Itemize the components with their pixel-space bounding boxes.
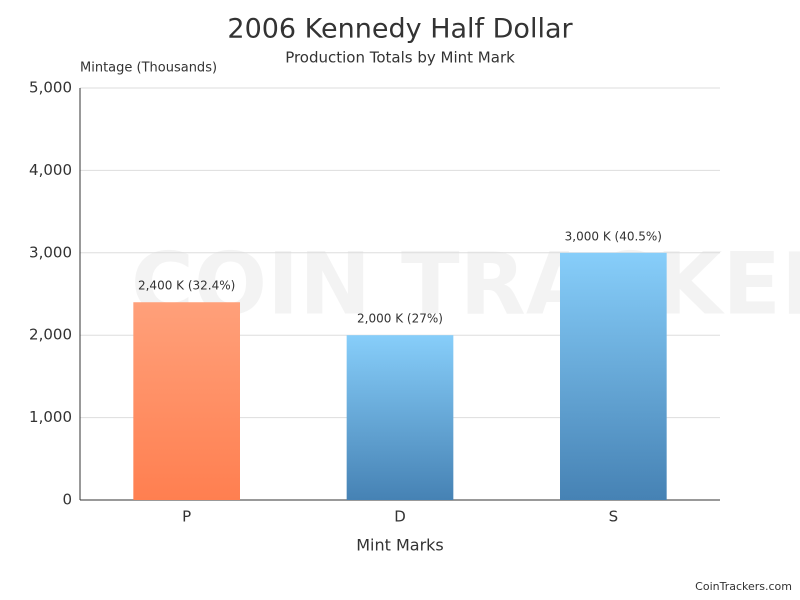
y-tick-label: 3,000 <box>29 243 72 261</box>
value-label: 2,000 K (27%) <box>357 312 443 326</box>
y-tick-label: 0 <box>62 491 72 509</box>
y-axis-label: Mintage (Thousands) <box>80 61 217 76</box>
credit: CoinTrackers.com <box>695 580 792 593</box>
bar <box>560 253 667 500</box>
bar <box>133 302 240 500</box>
x-tick-label: P <box>182 508 191 526</box>
x-axis-label: Mint Marks <box>356 536 444 555</box>
y-tick-label: 5,000 <box>29 79 72 97</box>
y-tick-label: 1,000 <box>29 408 72 426</box>
x-tick-label: D <box>394 508 406 526</box>
y-tick-label: 2,000 <box>29 326 72 344</box>
chart-subtitle: Production Totals by Mint Mark <box>285 49 515 67</box>
y-tick-label: 4,000 <box>29 161 72 179</box>
value-label: 2,400 K (32.4%) <box>138 279 235 293</box>
bar <box>347 335 454 500</box>
value-label: 3,000 K (40.5%) <box>565 229 662 243</box>
x-tick-label: S <box>609 508 619 526</box>
chart-title: 2006 Kennedy Half Dollar <box>227 14 573 45</box>
